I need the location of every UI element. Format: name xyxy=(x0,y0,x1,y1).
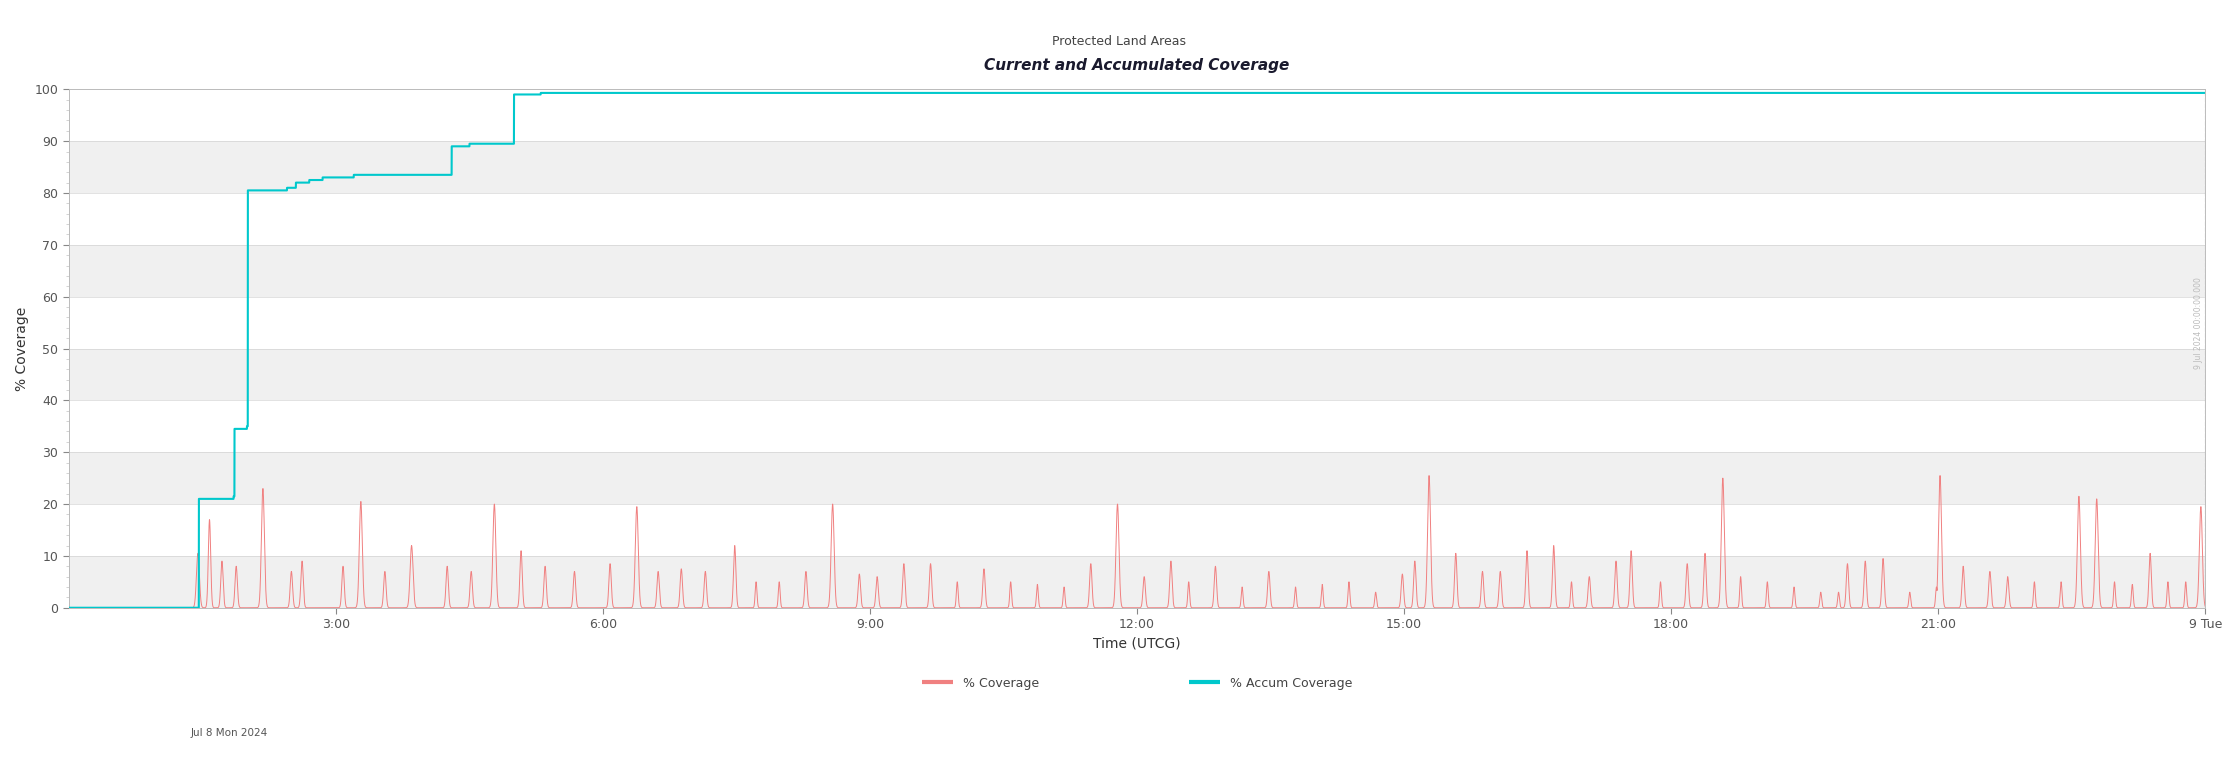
Title: Current and Accumulated Coverage: Current and Accumulated Coverage xyxy=(984,58,1291,73)
Bar xyxy=(69,141,2206,193)
Text: 9 Jul 2024 00:00:00.000: 9 Jul 2024 00:00:00.000 xyxy=(2194,277,2203,368)
Text: Protected Land Areas: Protected Land Areas xyxy=(1051,35,1186,48)
Bar xyxy=(69,348,2206,400)
Y-axis label: % Coverage: % Coverage xyxy=(16,306,29,390)
Legend: % Coverage, % Accum Coverage: % Coverage, % Accum Coverage xyxy=(917,671,1358,695)
Bar xyxy=(69,556,2206,608)
Text: Jul 8 Mon 2024: Jul 8 Mon 2024 xyxy=(190,728,268,738)
X-axis label: Time (UTCG): Time (UTCG) xyxy=(1094,636,1181,650)
Bar xyxy=(69,453,2206,504)
Bar xyxy=(69,245,2206,297)
